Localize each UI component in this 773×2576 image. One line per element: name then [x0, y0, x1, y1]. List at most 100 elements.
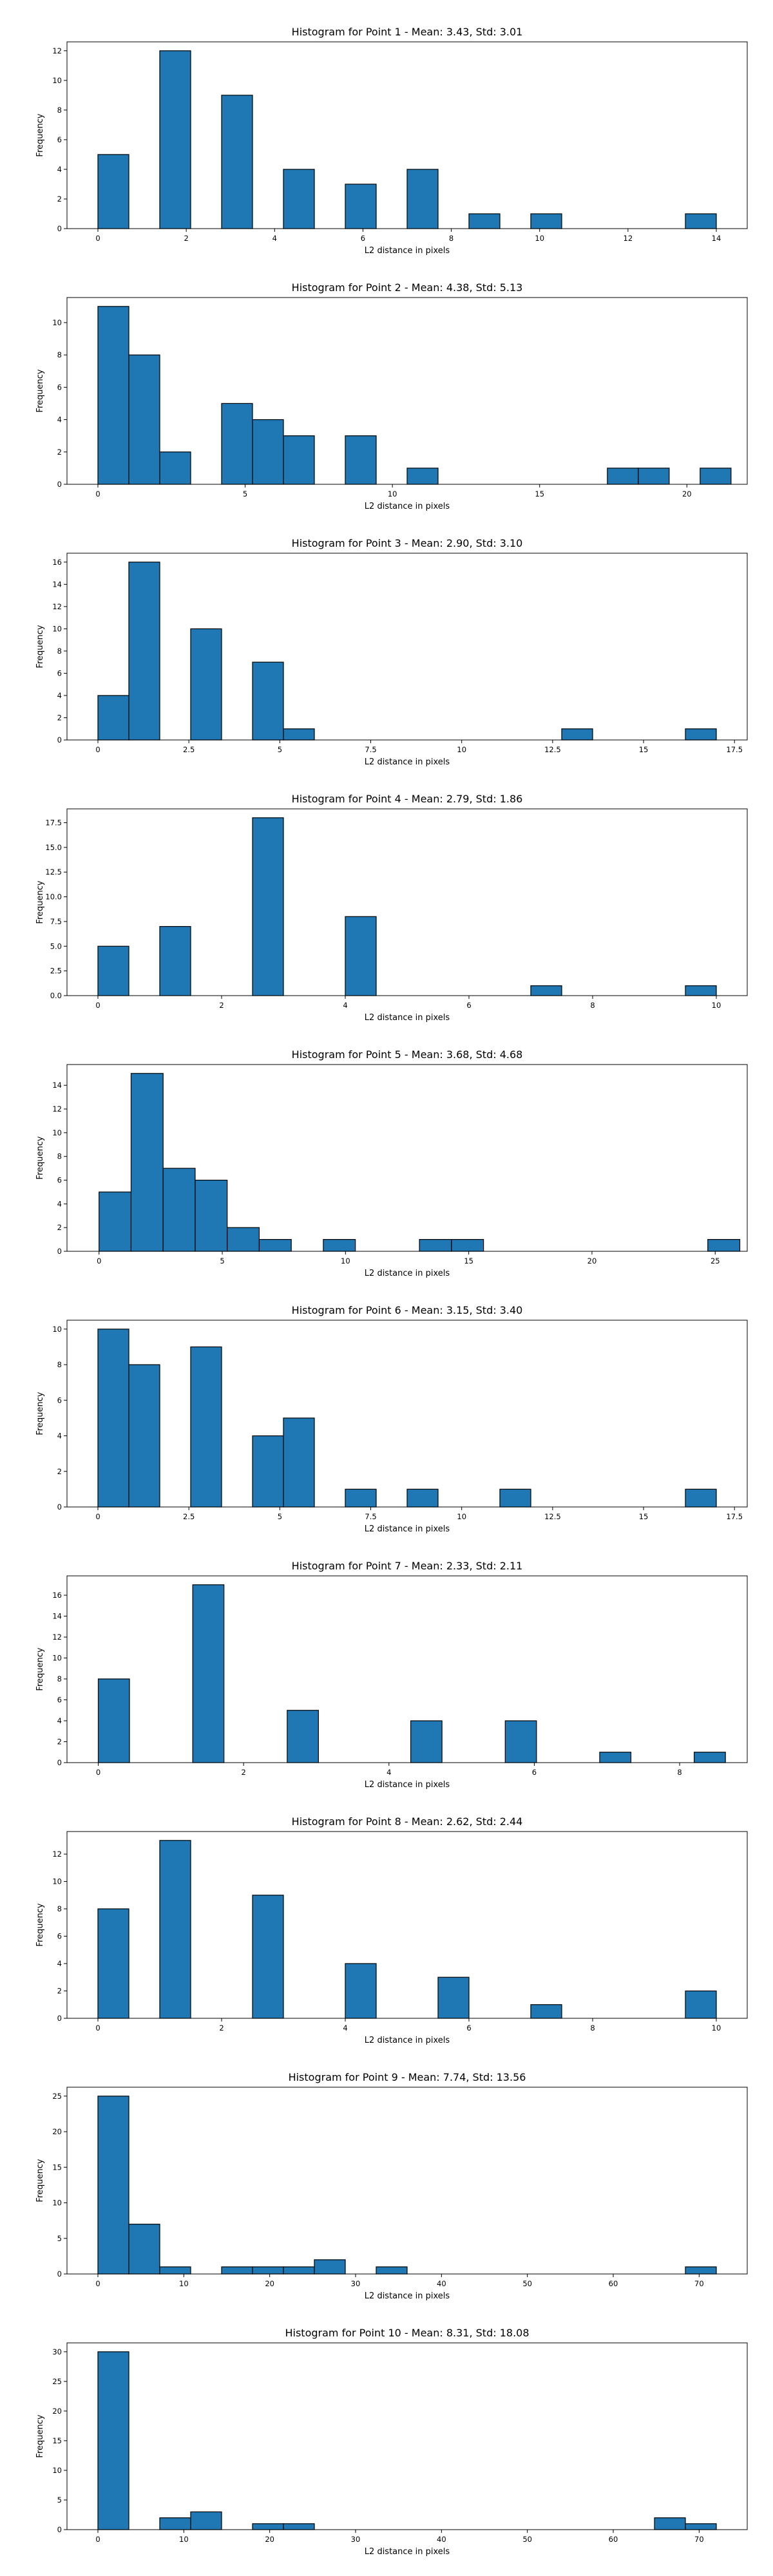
y-tick-label: 4 — [57, 1199, 62, 1208]
y-tick-label: 2.5 — [50, 967, 62, 976]
histogram-bar — [345, 184, 377, 229]
x-tick-label: 70 — [694, 2535, 704, 2544]
histogram-bar — [685, 985, 717, 996]
chart-title: Histogram for Point 10 - Mean: 8.31, Std… — [285, 2327, 529, 2339]
histogram-bar — [283, 169, 315, 229]
x-tick-label: 0 — [95, 745, 100, 754]
y-tick-label: 10.0 — [45, 893, 62, 902]
y-tick-label: 6 — [57, 1176, 62, 1185]
x-tick-label: 0 — [95, 2279, 100, 2288]
histogram-bar — [283, 1417, 315, 1508]
y-tick-label: 10 — [52, 1128, 62, 1137]
histogram-bar — [190, 1346, 222, 1508]
y-tick-label: 30 — [52, 2347, 62, 2356]
x-tick-label: 0 — [95, 2023, 100, 2032]
y-tick-label: 0 — [57, 480, 62, 489]
histogram-panel-5: Histogram for Point 5 - Mean: 3.68, Std:… — [0, 1023, 773, 1278]
x-tick-label: 50 — [522, 2535, 532, 2544]
y-tick-label: 8 — [57, 350, 62, 359]
histogram-panel-2: Histogram for Point 2 - Mean: 4.38, Std:… — [0, 256, 773, 511]
histogram-panel-1: Histogram for Point 1 - Mean: 3.43, Std:… — [0, 0, 773, 256]
y-tick-label: 12 — [52, 1104, 62, 1113]
y-tick-label: 16 — [52, 558, 62, 567]
histogram-svg: Histogram for Point 6 - Mean: 3.15, Std:… — [35, 1304, 748, 1534]
axes-frame — [66, 808, 748, 996]
x-tick-label: 0 — [95, 234, 100, 243]
y-tick-label: 15 — [52, 2163, 62, 2172]
histogram-bar — [252, 1895, 284, 2019]
x-tick-label: 6 — [361, 234, 365, 243]
axes-frame — [66, 1320, 748, 1508]
x-tick-label: 0 — [95, 1512, 100, 1521]
axes-frame — [66, 553, 748, 741]
histogram-bar — [97, 695, 129, 741]
x-tick-label: 2 — [241, 1768, 245, 1777]
x-tick-label: 17.5 — [726, 745, 743, 754]
axes-frame — [66, 1575, 748, 1763]
x-tick-label: 30 — [351, 2535, 361, 2544]
histogram-panel-4: Histogram for Point 4 - Mean: 2.79, Std:… — [0, 767, 773, 1023]
x-tick-label: 8 — [590, 2023, 595, 2032]
y-axis-label: Frequency — [35, 625, 45, 668]
y-tick-label: 8 — [57, 1674, 62, 1683]
y-axis-label: Frequency — [35, 1647, 45, 1690]
y-tick-label: 10 — [52, 1654, 62, 1663]
x-tick-label: 70 — [694, 2279, 704, 2288]
y-tick-label: 10 — [52, 1877, 62, 1886]
y-tick-label: 2 — [57, 713, 62, 722]
histogram-bar — [599, 1752, 632, 1763]
histogram-bar — [97, 2351, 129, 2530]
x-tick-label: 0 — [95, 2535, 100, 2544]
histogram-bar — [97, 1329, 129, 1508]
histogram-bar — [530, 213, 562, 229]
y-tick-label: 8 — [57, 647, 62, 656]
histogram-bar — [685, 2523, 717, 2530]
histogram-bar — [283, 728, 315, 741]
x-tick-label: 10 — [388, 489, 397, 498]
y-tick-label: 0 — [57, 2525, 62, 2534]
x-tick-label: 5 — [243, 489, 247, 498]
y-tick-label: 15 — [52, 2436, 62, 2445]
x-axis-label: L2 distance in pixels — [365, 1524, 450, 1534]
histogram-svg: Histogram for Point 10 - Mean: 8.31, Std… — [35, 2327, 748, 2557]
y-tick-label: 6 — [57, 1396, 62, 1405]
histogram-bar — [314, 2259, 346, 2275]
y-axis-label: Frequency — [35, 1392, 45, 1435]
histogram-bar — [221, 402, 253, 485]
y-tick-label: 5 — [57, 2234, 62, 2243]
y-tick-label: 6 — [57, 383, 62, 392]
histogram-bar — [685, 213, 717, 229]
histogram-bar — [252, 1435, 284, 1508]
histogram-bar — [190, 2511, 222, 2530]
x-tick-label: 10 — [457, 745, 466, 754]
histogram-panel-8: Histogram for Point 8 - Mean: 2.62, Std:… — [0, 1790, 773, 2045]
y-tick-label: 8 — [57, 106, 62, 115]
chart-title: Histogram for Point 9 - Mean: 7.74, Std:… — [289, 2071, 526, 2083]
histogram-bar — [638, 468, 670, 485]
x-tick-label: 20 — [265, 2279, 274, 2288]
histogram-bar — [700, 468, 732, 485]
x-tick-label: 2 — [219, 2023, 224, 2032]
x-tick-label: 40 — [437, 2535, 446, 2544]
y-tick-label: 2 — [57, 1467, 62, 1476]
histogram-bar — [258, 1238, 292, 1252]
y-tick-label: 4 — [57, 1959, 62, 1968]
x-tick-label: 12 — [624, 234, 633, 243]
y-axis-label: Frequency — [35, 2159, 45, 2202]
x-tick-label: 20 — [265, 2535, 274, 2544]
y-tick-label: 8 — [57, 1360, 62, 1369]
x-axis-label: L2 distance in pixels — [365, 2036, 450, 2045]
histogram-panel-7: Histogram for Point 7 - Mean: 2.33, Std:… — [0, 1534, 773, 1790]
x-tick-label: 7.5 — [365, 1512, 376, 1521]
histogram-bar — [192, 1584, 225, 1763]
histogram-bar — [97, 2096, 129, 2275]
histogram-panel-10: Histogram for Point 10 - Mean: 8.31, Std… — [0, 2301, 773, 2557]
x-tick-label: 2 — [219, 1001, 224, 1010]
histogram-bar — [252, 817, 284, 996]
x-tick-label: 15 — [535, 489, 544, 498]
y-tick-label: 12 — [52, 1850, 62, 1859]
chart-title: Histogram for Point 1 - Mean: 3.43, Std:… — [292, 26, 523, 38]
x-tick-label: 17.5 — [726, 1512, 743, 1521]
x-axis-label: L2 distance in pixels — [365, 1780, 450, 1790]
x-tick-label: 5 — [220, 1256, 224, 1265]
